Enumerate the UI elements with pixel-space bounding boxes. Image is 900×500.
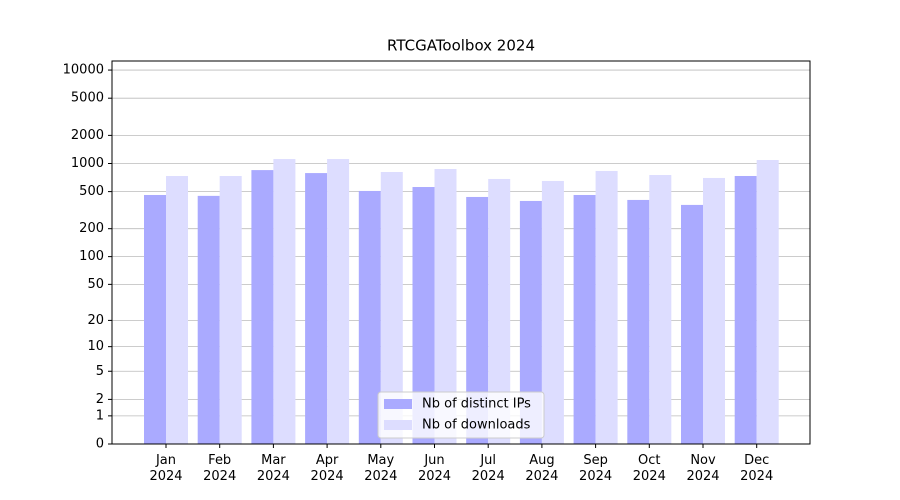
bar (488, 178, 511, 444)
bar (573, 194, 596, 444)
y-tick-label: 2 (96, 392, 104, 407)
bar (251, 170, 274, 444)
x-tick-label: Nov 2024 (686, 453, 720, 484)
y-tick-label: 10000 (63, 63, 104, 78)
x-tick-label: Dec 2024 (740, 453, 774, 484)
bar (219, 175, 242, 444)
bar (734, 175, 757, 444)
plot-frame (111, 60, 811, 445)
x-tick-label: Apr 2024 (310, 453, 344, 484)
x-tick-label: Mar 2024 (256, 453, 290, 484)
bar (649, 175, 672, 444)
bar (305, 173, 328, 444)
bar (273, 159, 296, 444)
y-tick-label: 100 (79, 249, 104, 264)
x-tick-label: Aug 2024 (525, 453, 559, 484)
y-tick-label: 200 (79, 221, 104, 236)
chart-title: RTCGAToolbox 2024 (387, 37, 535, 55)
bar (681, 204, 703, 444)
bar (144, 194, 166, 444)
bar (434, 169, 457, 444)
bar (627, 199, 650, 444)
y-tick-label: 50 (87, 277, 104, 292)
bar (519, 200, 542, 444)
legend-swatch (384, 420, 412, 430)
x-tick-label: Sep 2024 (579, 453, 613, 484)
y-tick-label: 2000 (71, 128, 104, 143)
x-tick-label: May 2024 (364, 453, 398, 484)
x-tick-label: Oct 2024 (632, 453, 666, 484)
x-tick-label: Jul 2024 (471, 453, 505, 484)
bar (756, 160, 779, 444)
bar (541, 180, 564, 444)
y-tick-label: 1 (96, 408, 104, 423)
bar (197, 195, 220, 444)
x-tick-label: Jun 2024 (417, 453, 452, 484)
y-tick-label: 500 (79, 184, 104, 199)
bar (466, 196, 489, 444)
y-tick-label: 10 (87, 339, 104, 354)
bar (380, 172, 403, 444)
bar (412, 187, 435, 444)
legend-swatch (384, 399, 412, 409)
bar (358, 190, 381, 444)
y-tick-label: 5000 (71, 91, 104, 106)
y-tick-label: 5 (96, 364, 104, 379)
y-tick-label: 20 (87, 313, 104, 328)
bar (595, 170, 618, 444)
bar (327, 159, 350, 444)
y-tick-label: 1000 (71, 156, 104, 171)
legend-box (377, 391, 545, 439)
y-tick-label: 0 (96, 437, 104, 452)
x-tick-label: Feb 2024 (203, 453, 237, 484)
legend-label: Nb of distinct IPs (422, 397, 531, 412)
bar (703, 177, 725, 445)
bar (166, 175, 188, 444)
x-tick-label: Jan 2024 (149, 453, 183, 484)
legend-label: Nb of downloads (422, 418, 531, 433)
